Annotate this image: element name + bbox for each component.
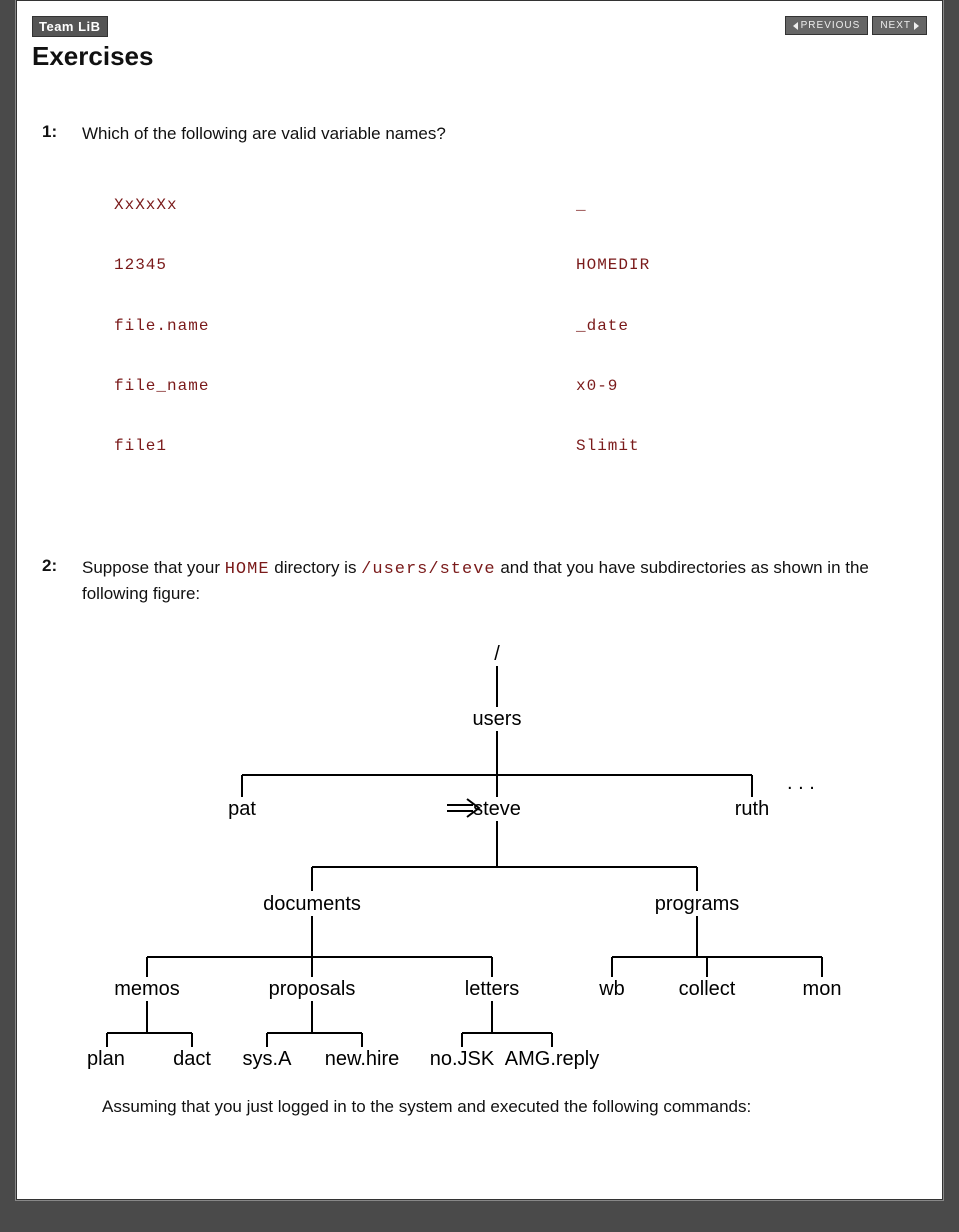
- var-cell: file.name: [114, 297, 574, 355]
- svg-text:. . .: . . .: [787, 772, 815, 794]
- svg-text:documents: documents: [263, 893, 361, 915]
- page-title: Exercises: [32, 41, 927, 72]
- svg-text:plan: plan: [87, 1048, 125, 1070]
- svg-text:collect: collect: [679, 978, 736, 1000]
- variable-names-table: XxXxXx _ 12345 HOMEDIR file.name _date f…: [112, 174, 652, 478]
- home-code: HOME: [225, 560, 270, 579]
- var-cell: _: [576, 176, 650, 234]
- exercise-2-body: Suppose that your HOME directory is /use…: [82, 556, 922, 1119]
- table-row: file_name x0-9: [114, 357, 650, 415]
- table-row: XxXxXx _: [114, 176, 650, 234]
- exercise-1-number: 1:: [42, 122, 82, 142]
- chevron-right-icon: [914, 22, 919, 30]
- svg-text:new.hire: new.hire: [325, 1048, 400, 1070]
- exercise-2-continue: Assuming that you just logged in to the …: [102, 1095, 922, 1119]
- table-row: 12345 HOMEDIR: [114, 236, 650, 294]
- nav-buttons: PREVIOUS NEXT: [785, 16, 927, 35]
- svg-text:steve: steve: [473, 798, 521, 820]
- svg-text:wb: wb: [598, 978, 625, 1000]
- exercise-2-number: 2:: [42, 556, 82, 576]
- svg-text:sys.A: sys.A: [243, 1048, 293, 1070]
- ex2-text-mid1: directory is: [270, 558, 362, 577]
- svg-text:mon: mon: [803, 978, 842, 1000]
- top-bar: Team LiB PREVIOUS NEXT: [32, 16, 927, 37]
- svg-text:dact: dact: [173, 1048, 211, 1070]
- previous-label: PREVIOUS: [801, 20, 861, 31]
- svg-text:letters: letters: [465, 978, 519, 1000]
- page-container: Team LiB PREVIOUS NEXT Exercises 1: Whic…: [16, 0, 943, 1200]
- var-cell: _date: [576, 297, 650, 355]
- home-path-code: /users/steve: [361, 560, 495, 579]
- exercise-2: 2: Suppose that your HOME directory is /…: [42, 556, 917, 1119]
- var-cell: file1: [114, 417, 574, 475]
- var-cell: Slimit: [576, 417, 650, 475]
- table-row: file1 Slimit: [114, 417, 650, 475]
- var-cell: 12345: [114, 236, 574, 294]
- svg-text:no.JSK: no.JSK: [430, 1048, 495, 1070]
- svg-text:users: users: [473, 708, 522, 730]
- var-cell: HOMEDIR: [576, 236, 650, 294]
- exercise-1: 1: Which of the following are valid vari…: [42, 122, 917, 538]
- var-cell: file_name: [114, 357, 574, 415]
- ex2-text-pre: Suppose that your: [82, 558, 225, 577]
- brand-badge: Team LiB: [32, 16, 108, 37]
- table-row: file.name _date: [114, 297, 650, 355]
- svg-text:pat: pat: [228, 798, 256, 820]
- svg-text:proposals: proposals: [269, 978, 356, 1000]
- chevron-left-icon: [793, 22, 798, 30]
- next-label: NEXT: [880, 20, 911, 31]
- exercises-list: 1: Which of the following are valid vari…: [32, 122, 927, 1119]
- exercise-1-body: Which of the following are valid variabl…: [82, 122, 917, 538]
- previous-button[interactable]: PREVIOUS: [785, 16, 869, 35]
- svg-text:programs: programs: [655, 893, 739, 915]
- var-cell: XxXxXx: [114, 176, 574, 234]
- svg-text:memos: memos: [114, 978, 180, 1000]
- var-cell: x0-9: [576, 357, 650, 415]
- next-button[interactable]: NEXT: [872, 16, 927, 35]
- svg-text:/: /: [494, 643, 500, 665]
- exercise-1-prompt: Which of the following are valid variabl…: [82, 124, 446, 143]
- svg-text:ruth: ruth: [735, 798, 769, 820]
- svg-text:AMG.reply: AMG.reply: [505, 1048, 599, 1070]
- directory-tree-diagram: / users pat steve ruth . . . documents programs…: [82, 635, 922, 1075]
